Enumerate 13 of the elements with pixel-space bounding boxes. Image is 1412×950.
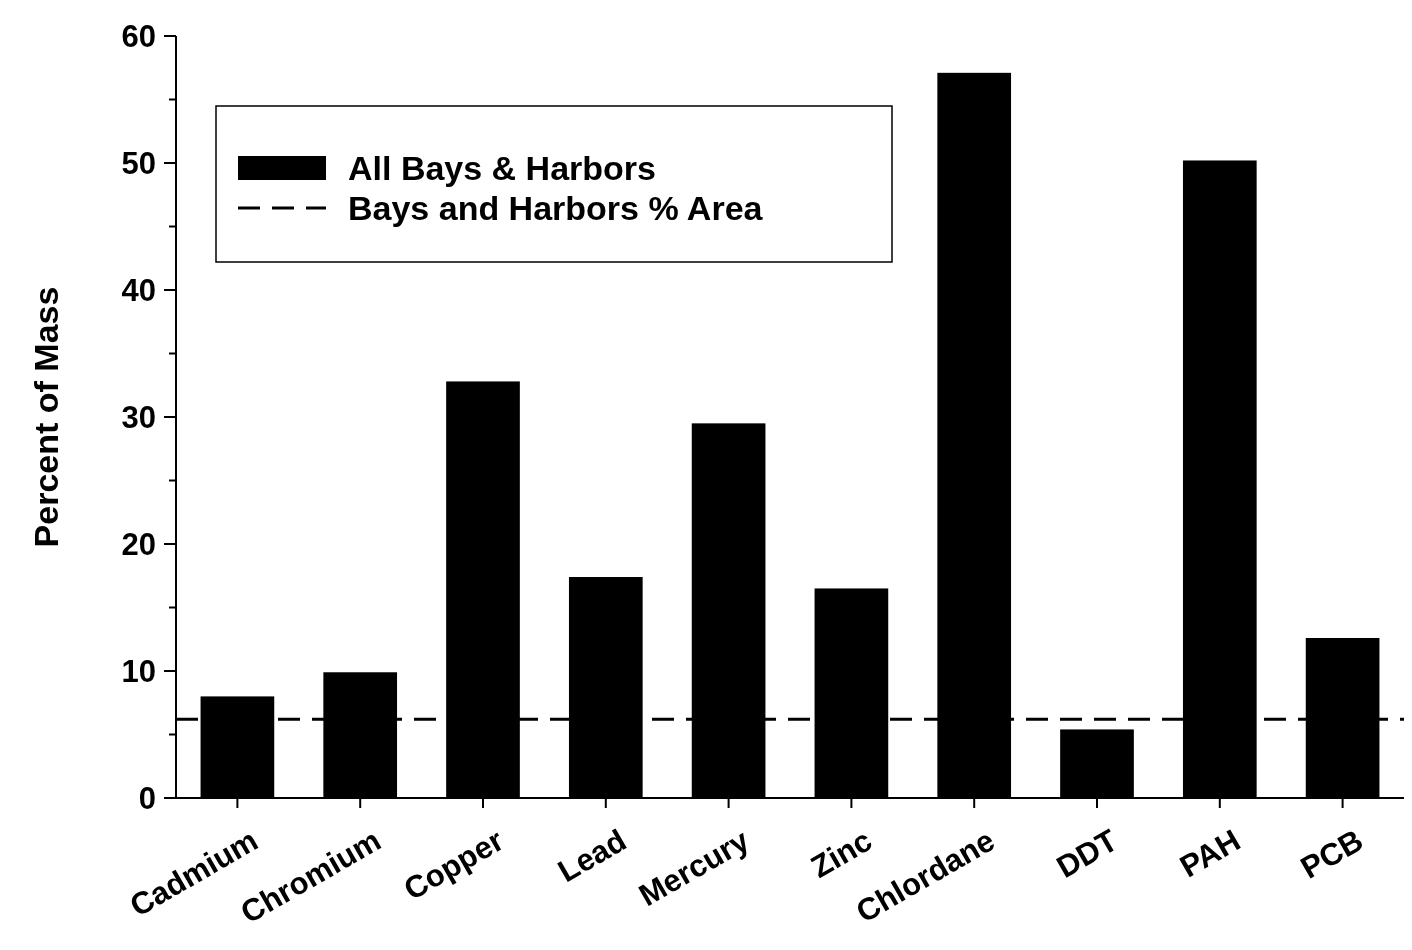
x-tick-label: DDT: [1050, 822, 1124, 885]
y-tick-label: 40: [121, 272, 156, 308]
legend-label: Bays and Harbors % Area: [348, 188, 764, 227]
y-tick-label: 50: [121, 145, 156, 181]
y-tick-label: 30: [121, 399, 156, 435]
x-tick-label: PCB: [1294, 822, 1369, 886]
y-tick-label: 60: [121, 18, 156, 54]
y-axis-title: Percent of Mass: [27, 286, 65, 548]
x-tick-label: PAH: [1173, 822, 1247, 885]
y-tick-label: 0: [138, 780, 156, 816]
y-tick-label: 10: [121, 653, 156, 689]
legend-label: All Bays & Harbors: [348, 148, 656, 187]
y-tick-label: 20: [121, 526, 156, 562]
